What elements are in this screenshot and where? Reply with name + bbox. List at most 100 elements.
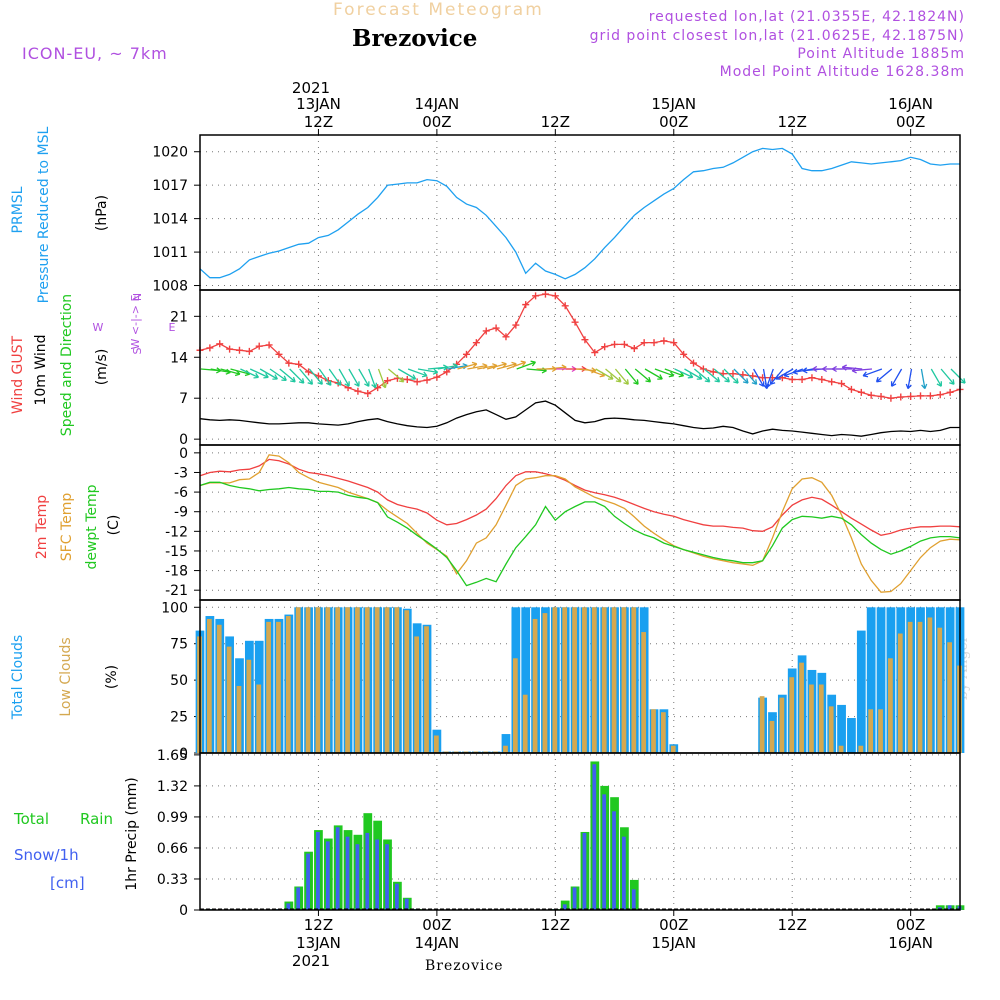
low-clouds-bar bbox=[216, 624, 222, 753]
gust-marker bbox=[857, 388, 865, 396]
wind-direction-arrow bbox=[841, 364, 863, 371]
gust-marker bbox=[216, 340, 224, 348]
requested-coords: requested lon,lat (21.0355E, 42.1824N) bbox=[648, 9, 965, 25]
snow-bar bbox=[572, 887, 577, 910]
wind-direction-arrow bbox=[318, 368, 332, 386]
low-clouds-bar bbox=[621, 607, 627, 753]
wind-direction-arrow bbox=[693, 368, 711, 383]
wind-direction-arrow bbox=[684, 368, 703, 380]
low-clouds-bar bbox=[335, 607, 341, 753]
clouds-frame bbox=[199, 599, 961, 754]
snow-bar bbox=[612, 811, 616, 910]
gust-marker bbox=[482, 327, 490, 335]
wind-direction-arrow bbox=[299, 368, 314, 385]
low-clouds-bar bbox=[226, 646, 232, 753]
wind-direction-arrow bbox=[397, 368, 417, 380]
temp-series-dewpt-temp bbox=[199, 481, 961, 587]
snow-bar bbox=[335, 827, 340, 910]
compass-east: E bbox=[169, 321, 176, 334]
pressure-tick-label: 1008 bbox=[152, 279, 188, 295]
wind-direction-arrow bbox=[308, 368, 323, 385]
gust-marker bbox=[364, 390, 372, 398]
gust-marker bbox=[472, 339, 480, 347]
low-clouds-bar bbox=[424, 626, 429, 753]
snow-bar bbox=[365, 832, 370, 910]
compass-axis: W <-|-> E bbox=[129, 295, 142, 350]
total-clouds-bar bbox=[866, 607, 876, 753]
bottom-hour-label: 12Z bbox=[778, 916, 807, 934]
wind-direction-arrow bbox=[358, 368, 370, 387]
low-clouds-bar bbox=[315, 607, 321, 753]
precip-tick-label: 0 bbox=[179, 903, 188, 919]
temp-tick-label: -15 bbox=[165, 544, 188, 560]
gust-marker bbox=[591, 349, 599, 357]
gust-marker bbox=[847, 385, 855, 393]
top-date-label: 14JAN bbox=[415, 95, 460, 113]
gust-marker bbox=[640, 339, 648, 347]
gust-marker bbox=[926, 392, 934, 400]
gust-marker bbox=[828, 378, 836, 386]
gust-marker bbox=[275, 350, 283, 358]
low-clouds-bar bbox=[256, 684, 262, 753]
total-clouds-bar bbox=[876, 607, 886, 753]
temp-tick-label: -21 bbox=[165, 583, 188, 599]
wind-unit: (m/s) bbox=[94, 349, 110, 386]
wind-direction-arrow bbox=[457, 361, 478, 370]
low-clouds-bar bbox=[542, 613, 548, 753]
gust-marker bbox=[946, 388, 954, 396]
wind-direction-arrow bbox=[723, 368, 739, 384]
snow-bar bbox=[316, 831, 320, 910]
temp-tick-label: -9 bbox=[174, 505, 188, 521]
gust-marker bbox=[413, 378, 421, 386]
total-clouds-bar bbox=[521, 607, 531, 753]
wind-direction-arrow bbox=[407, 368, 428, 378]
gust-marker bbox=[226, 345, 234, 353]
clouds-panel: 100 75 50 25 0 bbox=[161, 599, 965, 762]
wind-direction-arrow bbox=[654, 368, 675, 378]
low-clouds-bar bbox=[809, 684, 814, 753]
snow-bar bbox=[602, 794, 607, 910]
point-altitude: Point Altitude 1885m bbox=[797, 46, 965, 62]
wind-direction-arrow bbox=[644, 368, 663, 380]
wind-direction-arrow bbox=[516, 360, 537, 370]
gust-marker bbox=[838, 380, 846, 388]
low-clouds-bar bbox=[878, 709, 883, 753]
gust-marker bbox=[690, 359, 698, 367]
low-clouds-bar bbox=[434, 735, 439, 753]
gust-marker bbox=[670, 339, 678, 347]
temp-series-2m-temp bbox=[199, 458, 961, 536]
bottom-date-label: 16JAN bbox=[888, 934, 933, 952]
wind-direction-arrow bbox=[733, 368, 749, 384]
wind-series-wind-gust bbox=[199, 293, 961, 399]
low-clouds-bar bbox=[897, 633, 903, 753]
bottom-hour-label: 00Z bbox=[422, 916, 451, 934]
pressure-tick-label: 1017 bbox=[152, 178, 188, 194]
total-clouds-bar bbox=[856, 630, 866, 753]
gust-marker bbox=[235, 346, 243, 354]
snow-bar bbox=[582, 832, 587, 910]
low-clouds-bar bbox=[384, 607, 390, 753]
low-clouds-bar bbox=[789, 677, 795, 753]
gust-marker bbox=[907, 392, 915, 400]
wind-direction-arrow bbox=[259, 368, 278, 380]
temp-panel: 0 -3 -6 -9 -12 -15 -18 -21 bbox=[165, 444, 961, 601]
snow-bar bbox=[622, 836, 626, 910]
gust-marker bbox=[680, 350, 688, 358]
low-clouds-bar bbox=[888, 658, 893, 753]
wind-direction-arrow bbox=[249, 368, 269, 379]
low-clouds-bar bbox=[364, 607, 370, 753]
snow-bar bbox=[375, 839, 380, 910]
precip-snow-label: Snow/1h bbox=[14, 846, 79, 864]
low-clouds-bar bbox=[355, 607, 360, 753]
wind-direction-arrow bbox=[605, 368, 622, 383]
gust-marker bbox=[206, 344, 214, 352]
temp-2m-label: 2m Temp bbox=[34, 495, 50, 559]
top-date-label: 15JAN bbox=[651, 95, 696, 113]
low-clouds-bar bbox=[404, 610, 410, 753]
low-clouds-bar bbox=[927, 617, 933, 753]
wind-direction-arrow bbox=[764, 368, 774, 389]
wind-direction-arrow bbox=[417, 368, 439, 375]
top-date-label: 13JAN bbox=[296, 95, 341, 113]
wind-direction-arrow bbox=[703, 368, 721, 383]
gust-marker bbox=[818, 375, 826, 383]
